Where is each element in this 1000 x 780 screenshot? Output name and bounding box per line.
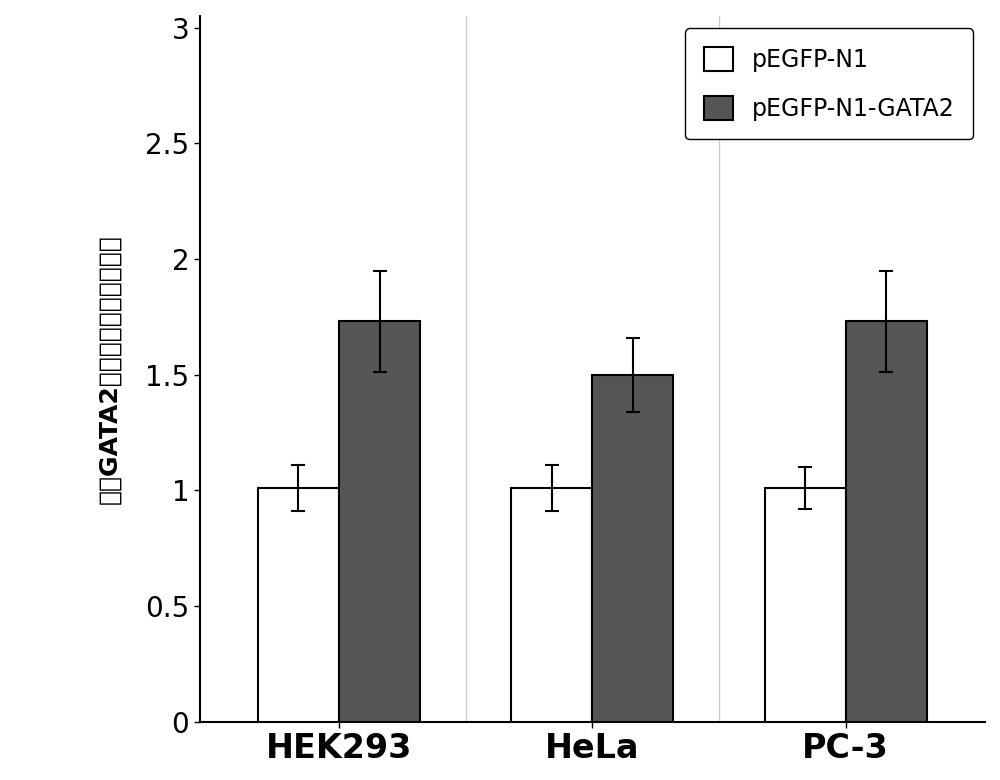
Bar (592, 374, 673, 722)
Bar (339, 321, 420, 722)
Text: 相对GATA2荧光素酶报告基因活性: 相对GATA2荧光素酶报告基因活性 (98, 234, 122, 504)
Bar (511, 488, 592, 722)
Bar (765, 488, 846, 722)
Bar (846, 321, 927, 722)
Bar (258, 488, 339, 722)
Legend: pEGFP-N1, pEGFP-N1-GATA2: pEGFP-N1, pEGFP-N1-GATA2 (685, 28, 973, 140)
